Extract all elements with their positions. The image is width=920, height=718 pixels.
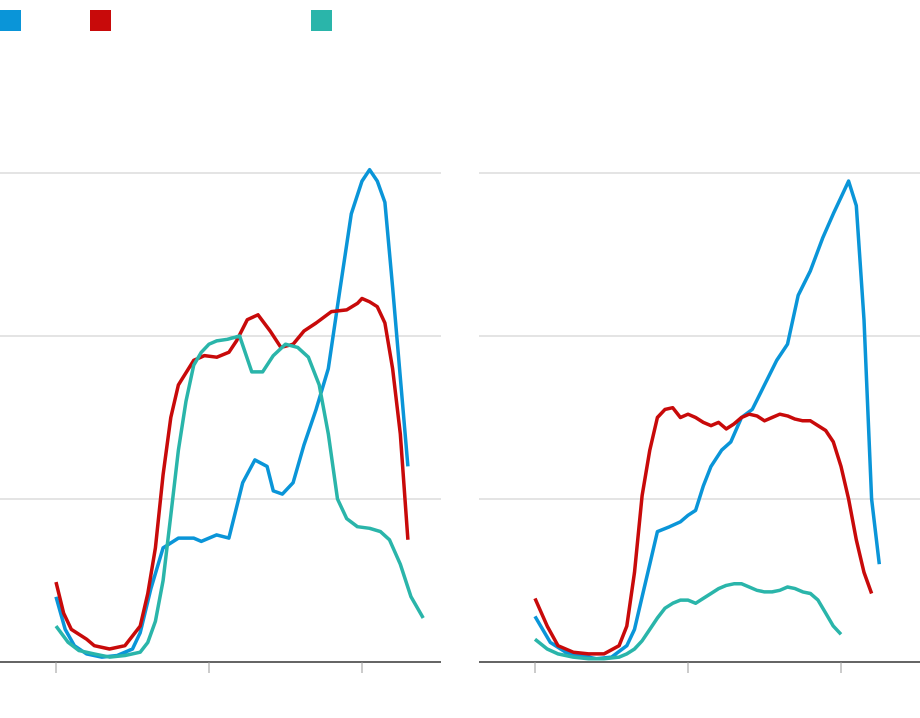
legend-swatch-1 — [0, 10, 21, 31]
chart-panel-right — [479, 172, 920, 673]
legend-swatch-2 — [90, 10, 111, 31]
series-line-1 — [54, 167, 410, 659]
series-line-1 — [533, 179, 882, 661]
chart-panel-left — [0, 167, 441, 673]
series-line-3 — [533, 582, 843, 661]
series-line-3 — [54, 334, 425, 659]
legend-swatch-3 — [311, 10, 332, 31]
legend — [0, 10, 332, 31]
series-line-2 — [533, 405, 874, 656]
series-line-2 — [54, 296, 410, 651]
